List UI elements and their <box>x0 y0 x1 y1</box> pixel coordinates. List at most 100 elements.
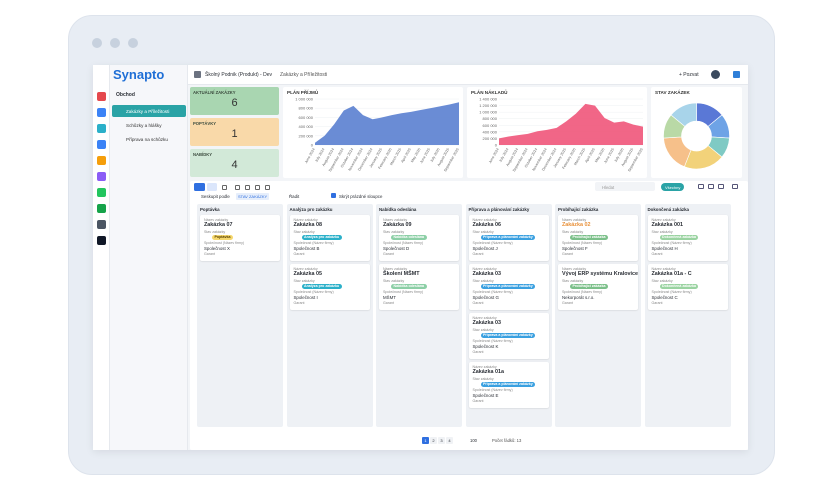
card[interactable]: Název zakázky Zakázka 05 Stav zakázky Analý… <box>289 264 370 310</box>
card-company: Společnost K <box>472 343 499 349</box>
page-size[interactable]: 100 <box>470 438 477 443</box>
card-label: Garant <box>383 252 394 256</box>
chart-title: STAV ZAKÁZEK <box>655 89 690 95</box>
card[interactable]: Název zakázky Vývoj ERP systému Kralovice… <box>558 264 638 310</box>
kpi-tile: AKTUÁLNÍ ZAKÁZKY 6 <box>190 87 279 115</box>
checkbox[interactable] <box>331 193 336 198</box>
y-tick-label: 400 000 <box>483 129 498 134</box>
kpi-label: AKTUÁLNÍ ZAKÁZKY <box>193 90 236 95</box>
rail-icon[interactable] <box>97 236 106 245</box>
card-label: Společnost (Název firmy) <box>383 241 424 245</box>
view-icon[interactable] <box>732 184 738 189</box>
rail-icon[interactable] <box>97 124 106 133</box>
rail-icon[interactable] <box>97 220 106 229</box>
rail-icon[interactable] <box>97 204 106 213</box>
workspace-icon[interactable] <box>194 71 201 78</box>
card-label: Garant <box>472 252 484 256</box>
card-label: Garant <box>293 252 305 256</box>
card[interactable]: Název zakázky Školení MŠMT Stav zakázky Nab… <box>379 264 459 310</box>
tool-icon[interactable] <box>245 185 250 190</box>
card-label: Společnost (Název firmy) <box>293 241 334 245</box>
status-badge: Nabídka odeslána <box>391 234 427 241</box>
card[interactable]: Název zakázky Zakázka 01a Stav zakázky Příp… <box>468 362 549 408</box>
card[interactable]: Název zakázky Zakázka 03 Stav zakázky Přípr… <box>468 264 549 310</box>
donut-segment <box>670 102 697 127</box>
y-tick-label: 1 000 000 <box>479 110 498 115</box>
status-badge: Analýza pro zakázku <box>301 283 342 290</box>
kpi-label: NABÍDKY <box>193 152 213 157</box>
y-tick-label: 200 000 <box>483 136 498 141</box>
rail-icon[interactable] <box>97 108 106 117</box>
card-label: Garant <box>472 350 484 354</box>
sort-button[interactable]: Řadit <box>289 194 300 199</box>
card[interactable]: Název zakázky Zakázka 08 Stav zakázky Analý… <box>289 215 370 261</box>
card-label: Stav zakázky <box>472 328 494 332</box>
card-label: Stav zakázky <box>472 230 494 234</box>
grid-icon[interactable] <box>733 71 740 78</box>
tool-icon[interactable] <box>222 185 227 190</box>
tool-icon[interactable] <box>255 185 260 190</box>
invite-button[interactable]: + Pozvat <box>679 72 699 78</box>
menu-item[interactable]: Zakázky a Příležitosti <box>112 105 186 117</box>
card-label: Společnost (Název firmy) <box>472 241 513 245</box>
section-title[interactable]: Obchod <box>116 92 135 98</box>
status-badge: Probíhající zakázka <box>570 283 608 290</box>
card-label: Název zakázky <box>383 218 408 222</box>
card-company: Společnost X <box>204 245 230 251</box>
rail-icon[interactable] <box>97 140 106 149</box>
card[interactable]: Název zakázky Zakázka 03 Stav zakázky Přípr… <box>468 313 549 359</box>
page-button[interactable]: 1 <box>422 437 429 444</box>
workspace[interactable]: Školný Podnik (Produkt) - Dev <box>205 72 272 78</box>
card-title: Zakázka 001 <box>651 222 683 228</box>
card-label: Společnost (Název firmy) <box>472 290 513 294</box>
card-label: Garant <box>383 301 394 305</box>
y-tick-label: 1 400 000 <box>479 97 498 102</box>
menu-item[interactable]: Schůzky a hlášky <box>112 119 186 131</box>
card[interactable]: Název zakázky Zakázka 07 Stav zakázky Poptá… <box>200 215 280 261</box>
page-button[interactable]: 3 <box>438 437 445 444</box>
rail-icon[interactable] <box>97 188 106 197</box>
rail-icon[interactable] <box>97 172 106 181</box>
y-tick-label: 200 000 <box>299 133 314 138</box>
card[interactable]: Název zakázky Zakázka 09 Stav zakázky Nabíd… <box>379 215 459 261</box>
view-icon[interactable] <box>698 184 704 189</box>
rail-icon[interactable] <box>97 156 106 165</box>
card-title: Zakázka 03 <box>472 320 501 326</box>
icon-rail <box>93 65 110 450</box>
menu-label: Schůzky a hlášky <box>126 122 162 128</box>
view-icon[interactable] <box>708 184 714 189</box>
add-button[interactable] <box>194 183 205 191</box>
page-button[interactable]: 2 <box>430 437 437 444</box>
status-badge: Poptávka <box>212 234 233 241</box>
menu-item[interactable]: Příprava na schůzku <box>112 133 186 145</box>
card-title: Zakázka 03 <box>472 271 501 277</box>
view-icon[interactable] <box>718 184 724 189</box>
tool-icon[interactable] <box>265 185 270 190</box>
card[interactable]: Název zakázky Zakázka 06 Stav zakázky Přípr… <box>468 215 549 261</box>
card-label: Název zakázky <box>472 316 497 320</box>
kpi-value: 4 <box>231 159 238 171</box>
card-title: Zakázka 02 <box>562 222 591 228</box>
card-label: Stav zakázky <box>651 230 673 234</box>
search-box[interactable] <box>595 182 655 191</box>
card-label: Název zakázky <box>293 267 318 271</box>
card-label: Název zakázky <box>651 218 676 222</box>
x-tick-label: June 2025 <box>603 148 615 165</box>
card[interactable]: Název zakázky Zakázka 02 Stav zakázky Probí… <box>558 215 638 261</box>
sidebar: Synapto Obchod Zakázky a Příležitosti Sch… <box>110 65 188 450</box>
logo: Synapto <box>113 67 165 82</box>
kpi-value: 1 <box>231 128 238 140</box>
kanban-column: Poptávka Název zakázky Zakázka 07 Stav zaká… <box>197 204 283 427</box>
edit-button[interactable] <box>207 183 217 191</box>
rail-icon[interactable] <box>97 92 106 101</box>
group-field[interactable]: STAV ZAKÁZKY <box>236 193 270 200</box>
checkbox-label: Skrýt prázdné sloupce <box>339 194 383 199</box>
avatar[interactable] <box>711 70 720 79</box>
tool-icon[interactable] <box>235 185 240 190</box>
filter-pill[interactable]: Všechny <box>661 183 685 191</box>
card[interactable]: Název zakázky Zakázka 001 Stav zakázky Doko… <box>647 215 728 261</box>
y-tick-label: 1 200 000 <box>479 103 498 108</box>
x-tick-label: May 2025 <box>594 148 605 164</box>
card[interactable]: Název zakázky Zakázka 01a - C Stav zakázky… <box>647 264 728 310</box>
page-button[interactable]: 4 <box>446 437 453 444</box>
